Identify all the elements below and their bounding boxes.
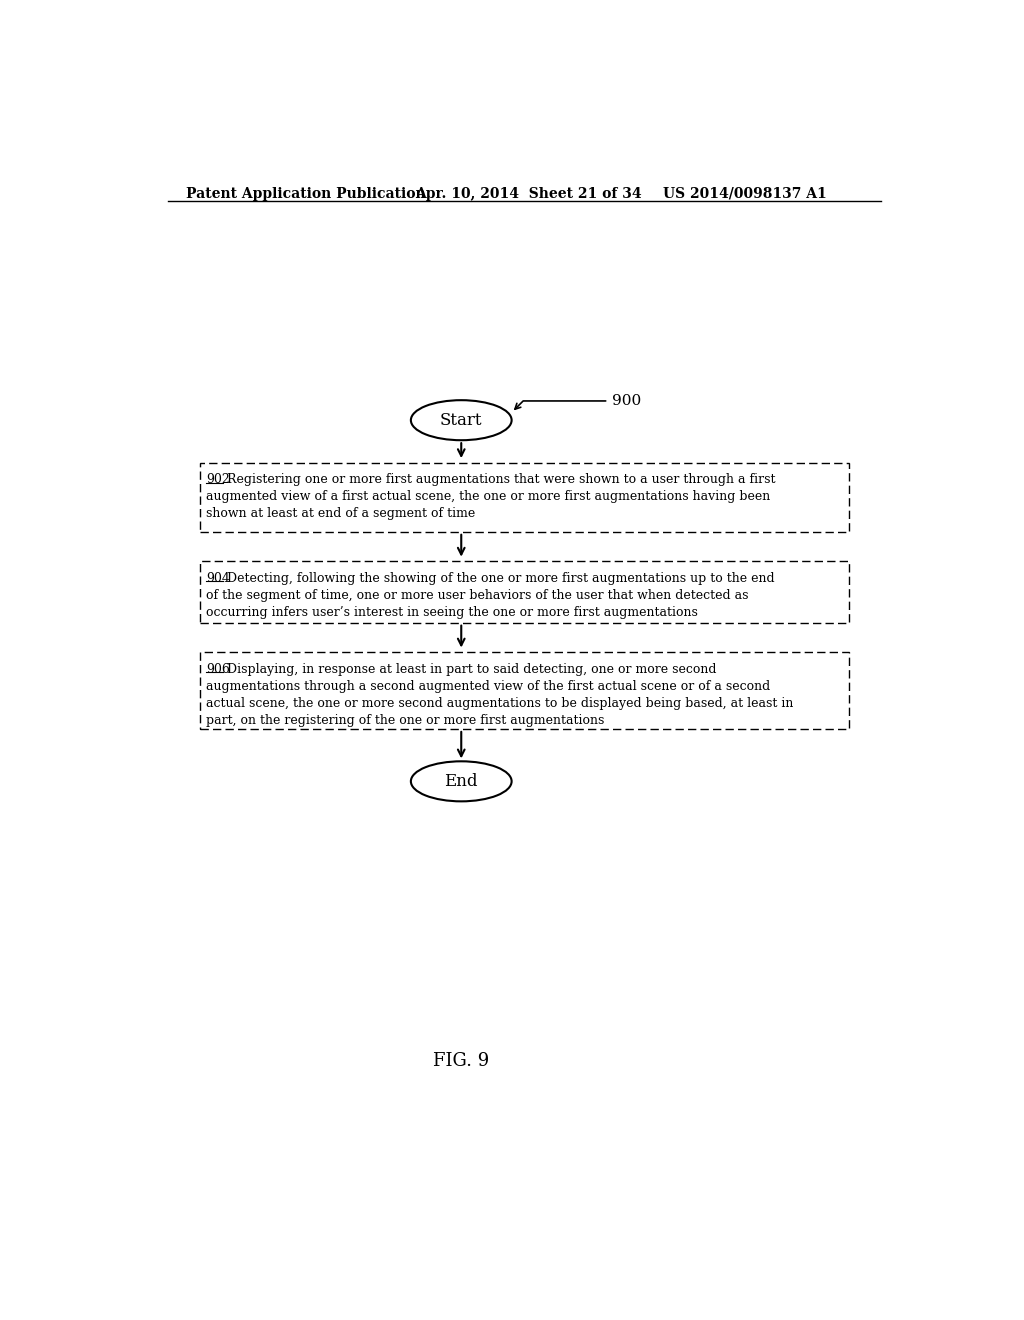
- Text: occurring infers user’s interest in seeing the one or more first augmentations: occurring infers user’s interest in seei…: [206, 606, 698, 619]
- Text: augmentations through a second augmented view of the first actual scene or of a : augmentations through a second augmented…: [206, 680, 770, 693]
- Text: Apr. 10, 2014  Sheet 21 of 34: Apr. 10, 2014 Sheet 21 of 34: [415, 187, 641, 201]
- Text: 900: 900: [612, 393, 642, 408]
- FancyBboxPatch shape: [200, 652, 849, 729]
- Text: Detecting, following the showing of the one or more first augmentations up to th: Detecting, following the showing of the …: [223, 572, 775, 585]
- FancyBboxPatch shape: [200, 561, 849, 623]
- Text: Displaying, in response at least in part to said detecting, one or more second: Displaying, in response at least in part…: [223, 663, 717, 676]
- Text: Start: Start: [440, 412, 482, 429]
- Text: FIG. 9: FIG. 9: [433, 1052, 489, 1069]
- Text: actual scene, the one or more second augmentations to be displayed being based, : actual scene, the one or more second aug…: [206, 697, 794, 710]
- Text: augmented view of a first actual scene, the one or more first augmentations havi: augmented view of a first actual scene, …: [206, 490, 770, 503]
- Text: US 2014/0098137 A1: US 2014/0098137 A1: [663, 187, 826, 201]
- Text: End: End: [444, 772, 478, 789]
- Text: shown at least at end of a segment of time: shown at least at end of a segment of ti…: [206, 507, 475, 520]
- Text: 902: 902: [206, 474, 230, 486]
- Text: 906: 906: [206, 663, 230, 676]
- Text: part, on the registering of the one or more first augmentations: part, on the registering of the one or m…: [206, 714, 604, 726]
- Text: Registering one or more first augmentations that were shown to a user through a : Registering one or more first augmentati…: [223, 474, 776, 486]
- Text: of the segment of time, one or more user behaviors of the user that when detecte: of the segment of time, one or more user…: [206, 589, 749, 602]
- Text: 904: 904: [206, 572, 230, 585]
- Text: Patent Application Publication: Patent Application Publication: [186, 187, 426, 201]
- FancyBboxPatch shape: [200, 462, 849, 532]
